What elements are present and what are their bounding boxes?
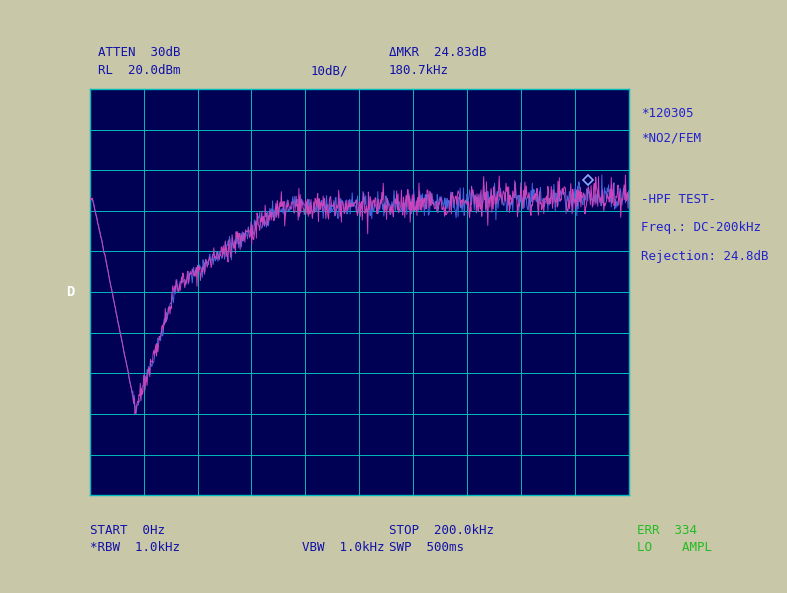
- Text: LO    AMPL: LO AMPL: [637, 541, 711, 554]
- Text: ΔMKR  24.83dB: ΔMKR 24.83dB: [389, 46, 486, 59]
- Text: RL  20.0dBm: RL 20.0dBm: [98, 64, 180, 77]
- Text: D: D: [66, 285, 74, 299]
- Text: ERR  334: ERR 334: [637, 524, 696, 537]
- Text: VBW  1.0kHz: VBW 1.0kHz: [302, 541, 385, 554]
- Text: Freq.: DC-200kHz: Freq.: DC-200kHz: [641, 221, 760, 234]
- Text: Rejection: 24.8dB: Rejection: 24.8dB: [641, 250, 768, 263]
- Text: *NO2/FEM: *NO2/FEM: [641, 132, 700, 145]
- Text: ATTEN  30dB: ATTEN 30dB: [98, 46, 180, 59]
- Text: -HPF TEST-: -HPF TEST-: [641, 193, 715, 206]
- Text: SWP  500ms: SWP 500ms: [389, 541, 464, 554]
- Text: *RBW  1.0kHz: *RBW 1.0kHz: [90, 541, 179, 554]
- Text: STOP  200.0kHz: STOP 200.0kHz: [389, 524, 493, 537]
- Text: *120305: *120305: [641, 107, 693, 120]
- Text: START  0Hz: START 0Hz: [90, 524, 164, 537]
- Text: 10dB/: 10dB/: [310, 64, 348, 77]
- Text: 180.7kHz: 180.7kHz: [389, 64, 449, 77]
